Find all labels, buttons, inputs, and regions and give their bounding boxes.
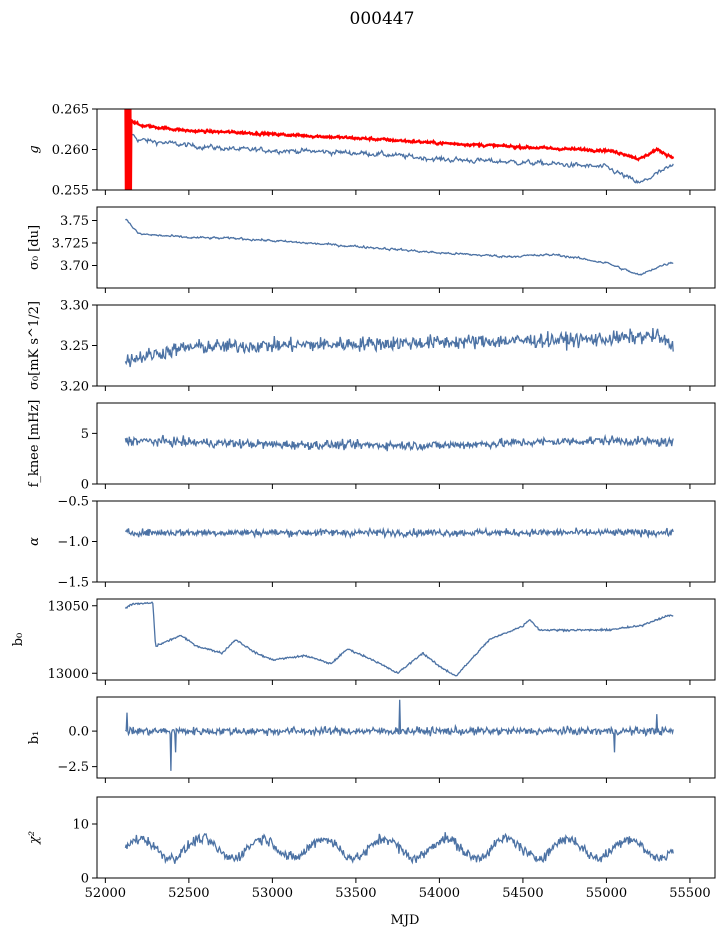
panel-g: 0.255 0.260 0.265 g <box>27 103 716 199</box>
panel-frame-g <box>96 108 716 191</box>
series-line-b1-0 <box>124 699 674 771</box>
y-axis-label-sigma0_du: σ₀ [du] <box>27 225 42 270</box>
y-tick-label-b0: 13000 <box>48 667 89 682</box>
x-tick-label: 53500 <box>335 886 376 901</box>
y-tick-label-b1: −2.5 <box>57 760 89 775</box>
x-tick-label: 53000 <box>252 886 293 901</box>
y-tick-label-chi2: 0 <box>81 872 89 887</box>
x-tick-label: 54000 <box>419 886 460 901</box>
series-line-g-0 <box>125 127 674 185</box>
series-line-alpha-0 <box>124 526 674 540</box>
y-tick-label-sigma0_mks: 3.30 <box>60 299 89 314</box>
y-tick-label-sigma0_du: 3.725 <box>52 237 89 252</box>
y-tick-label-fknee: 0 <box>81 478 89 493</box>
panel-fknee: 0 5 f_knee [mHz] <box>27 400 716 493</box>
y-tick-label-alpha: −0.5 <box>57 495 89 510</box>
series-line-b0-0 <box>124 601 674 677</box>
panel-frame-chi2 <box>96 796 716 879</box>
panel-frame-sigma0_du <box>96 206 716 289</box>
panel-frame-b0 <box>96 598 716 681</box>
y-axis-label-b1: b₁ <box>27 731 42 745</box>
y-tick-label-b0: 13050 <box>48 599 89 614</box>
panel-sigma0_du: 3.70 3.725 3.75 σ₀ [du] <box>27 206 716 293</box>
y-tick-label-chi2: 10 <box>72 818 89 833</box>
panel-b0: 13000 13050 b₀ <box>11 598 716 685</box>
y-tick-label-sigma0_du: 3.75 <box>60 214 89 229</box>
chart-title: 000447 <box>350 9 415 29</box>
y-tick-label-g: 0.265 <box>52 103 89 118</box>
series-line-sigma0_mks-0 <box>124 328 674 368</box>
x-tick-label: 52500 <box>168 886 209 901</box>
y-tick-label-g: 0.255 <box>52 184 89 199</box>
y-tick-label-alpha: −1.5 <box>57 576 89 591</box>
series-line-fknee-0 <box>124 433 674 452</box>
series-line-g-1 <box>124 109 675 190</box>
y-axis-label-alpha: α <box>27 537 42 546</box>
y-tick-label-alpha: −1.0 <box>57 535 89 550</box>
y-tick-label-sigma0_du: 3.70 <box>60 259 89 274</box>
y-axis-label-chi2: χ² <box>27 831 42 845</box>
panel-sigma0_mks: 3.20 3.25 3.30 σ₀[mK s^1/2] <box>27 299 716 395</box>
panel-alpha: −1.5 −1.0 −0.5 α <box>27 495 716 591</box>
y-axis-label-fknee: f_knee [mHz] <box>27 400 42 488</box>
series-line-chi2-0 <box>124 832 674 865</box>
panels: 0.255 0.260 0.265 g 3.70 3.725 3.75 σ₀ [du] 3.20… <box>11 103 716 901</box>
y-tick-label-sigma0_mks: 3.20 <box>60 380 89 395</box>
y-tick-label-sigma0_mks: 3.25 <box>60 339 89 354</box>
panel-b1: −2.5 0.0 b₁ <box>27 696 716 783</box>
panel-frame-fknee <box>96 402 716 485</box>
y-tick-label-b1: 0.0 <box>68 725 89 740</box>
y-axis-label-sigma0_mks: σ₀[mK s^1/2] <box>27 301 42 390</box>
x-tick-label: 52000 <box>85 886 126 901</box>
series-line-sigma0_du-0 <box>125 218 674 276</box>
x-tick-label: 54500 <box>502 886 543 901</box>
x-tick-label: 55500 <box>669 886 710 901</box>
panel-chi2: 0 10 52000 52500 53000 53500 54000 54500 55000 55… <box>27 796 716 901</box>
y-axis-label-b0: b₀ <box>11 633 26 647</box>
x-axis-label: MJD <box>391 913 420 928</box>
y-tick-label-g: 0.260 <box>52 143 89 158</box>
panel-frame-alpha <box>96 500 716 583</box>
panel-frame-b1 <box>96 696 716 779</box>
y-tick-label-fknee: 5 <box>81 427 89 442</box>
y-axis-label-g: g <box>27 145 42 153</box>
x-tick-label: 55000 <box>586 886 627 901</box>
